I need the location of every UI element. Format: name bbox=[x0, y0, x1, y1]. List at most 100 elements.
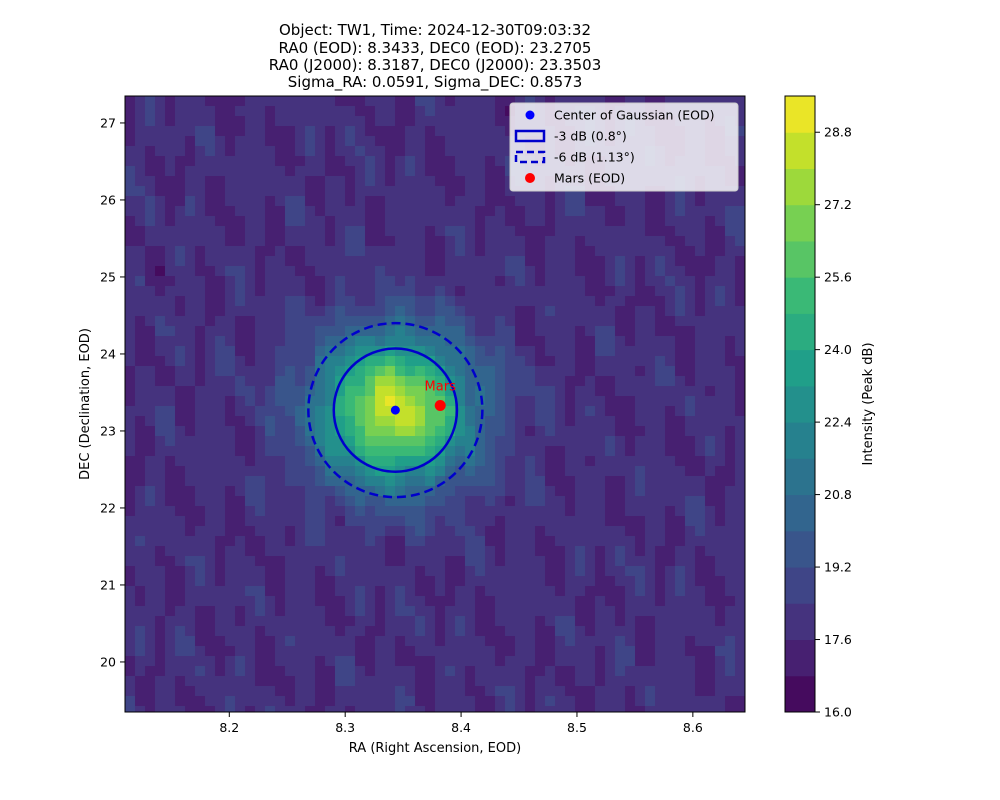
contour-cell bbox=[345, 216, 356, 227]
contour-cell bbox=[495, 626, 506, 637]
contour-cell bbox=[595, 356, 606, 367]
contour-cell bbox=[275, 396, 286, 407]
contour-cell bbox=[495, 586, 506, 597]
contour-cell bbox=[645, 196, 656, 207]
contour-cell bbox=[415, 176, 426, 187]
contour-cell bbox=[455, 416, 466, 427]
contour-cell bbox=[415, 216, 426, 227]
contour-cell bbox=[545, 486, 556, 497]
contour-cell bbox=[515, 606, 526, 617]
contour-cell bbox=[525, 656, 536, 667]
contour-cell bbox=[475, 586, 486, 597]
contour-cell bbox=[315, 356, 326, 367]
contour-cell bbox=[255, 436, 266, 447]
contour-cell bbox=[615, 506, 626, 517]
contour-cell bbox=[345, 206, 356, 217]
contour-cell bbox=[465, 276, 476, 287]
contour-cell bbox=[455, 566, 466, 577]
contour-cell bbox=[645, 446, 656, 457]
contour-cell bbox=[555, 206, 566, 217]
contour-cell bbox=[285, 436, 296, 447]
contour-cell bbox=[265, 426, 276, 437]
contour-cell bbox=[395, 296, 406, 307]
contour-cell bbox=[325, 226, 336, 237]
contour-cell bbox=[645, 556, 656, 567]
contour-cell bbox=[165, 216, 176, 227]
contour-cell bbox=[195, 596, 206, 607]
contour-cell bbox=[565, 546, 576, 557]
contour-cell bbox=[555, 366, 566, 377]
contour-cell bbox=[685, 536, 696, 547]
contour-cell bbox=[275, 586, 286, 597]
contour-cell bbox=[585, 246, 596, 257]
contour-cell bbox=[515, 266, 526, 277]
contour-cell bbox=[255, 516, 266, 527]
contour-cell bbox=[185, 376, 196, 387]
contour-cell bbox=[645, 206, 656, 217]
contour-cell bbox=[405, 706, 416, 712]
contour-cell bbox=[195, 206, 206, 217]
contour-cell bbox=[485, 566, 496, 577]
contour-cell bbox=[705, 196, 716, 207]
contour-cell bbox=[425, 536, 436, 547]
contour-cell bbox=[595, 336, 606, 347]
contour-cell bbox=[515, 616, 526, 627]
contour-cell bbox=[225, 386, 236, 397]
contour-cell bbox=[455, 706, 466, 712]
contour-cell bbox=[485, 466, 496, 477]
contour-cell bbox=[685, 206, 696, 217]
contour-cell bbox=[235, 346, 246, 357]
contour-cell bbox=[725, 666, 736, 677]
contour-cell bbox=[155, 576, 166, 587]
contour-cell bbox=[465, 416, 476, 427]
contour-cell bbox=[645, 626, 656, 637]
contour-cell bbox=[325, 406, 336, 417]
contour-cell bbox=[565, 216, 576, 227]
contour-cell bbox=[135, 536, 146, 547]
contour-cell bbox=[575, 226, 586, 237]
contour-cell bbox=[405, 536, 416, 547]
contour-cell bbox=[595, 566, 606, 577]
contour-cell bbox=[315, 576, 326, 587]
contour-cell bbox=[535, 476, 546, 487]
contour-cell bbox=[515, 366, 526, 377]
contour-cell bbox=[615, 466, 626, 477]
contour-cell bbox=[675, 476, 686, 487]
contour-cell bbox=[225, 316, 236, 327]
contour-cell bbox=[505, 206, 516, 217]
contour-cell bbox=[395, 606, 406, 617]
contour-cell bbox=[415, 476, 426, 487]
contour-cell bbox=[505, 646, 516, 657]
contour-cell bbox=[555, 626, 566, 637]
colorbar-band bbox=[785, 458, 815, 496]
contour-cell bbox=[575, 426, 586, 437]
contour-cell bbox=[135, 406, 146, 417]
contour-cell bbox=[405, 126, 416, 137]
contour-cell bbox=[425, 356, 436, 367]
contour-cell bbox=[425, 586, 436, 597]
contour-cell bbox=[475, 486, 486, 497]
contour-cell bbox=[265, 696, 276, 707]
contour-cell bbox=[505, 406, 516, 417]
contour-cell bbox=[525, 346, 536, 357]
contour-cell bbox=[275, 666, 286, 677]
contour-cell bbox=[455, 656, 466, 667]
contour-cell bbox=[725, 406, 736, 417]
contour-cell bbox=[585, 476, 596, 487]
contour-cell bbox=[575, 466, 586, 477]
contour-cell bbox=[465, 336, 476, 347]
contour-cell bbox=[365, 326, 376, 337]
contour-cell bbox=[195, 436, 206, 447]
contour-cell bbox=[615, 286, 626, 297]
contour-cell bbox=[305, 706, 316, 712]
contour-cell bbox=[675, 436, 686, 447]
contour-cell bbox=[555, 566, 566, 577]
contour-cell bbox=[125, 106, 136, 117]
contour-cell bbox=[695, 346, 706, 357]
contour-cell bbox=[435, 136, 446, 147]
contour-cell bbox=[615, 396, 626, 407]
contour-cell bbox=[575, 536, 586, 547]
contour-cell bbox=[625, 416, 636, 427]
contour-cell bbox=[665, 616, 676, 627]
contour-cell bbox=[455, 246, 466, 257]
